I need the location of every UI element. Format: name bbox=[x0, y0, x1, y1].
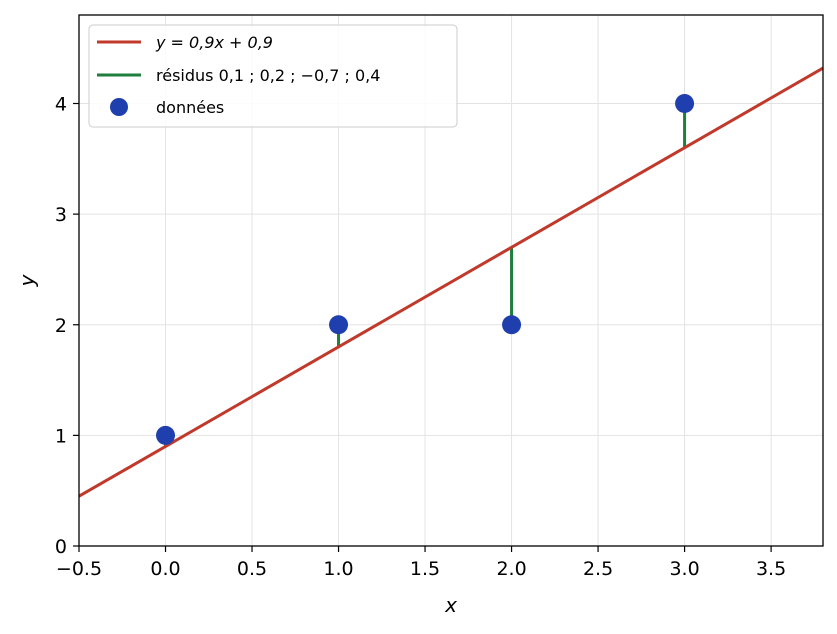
x-tick-label: 0.0 bbox=[150, 558, 180, 580]
x-tick-label: 0.5 bbox=[237, 558, 267, 580]
fit-line-layer bbox=[78, 66, 824, 498]
y-tick-label: 2 bbox=[55, 315, 67, 337]
x-tick-label: 3.5 bbox=[756, 558, 786, 580]
data-point bbox=[156, 425, 176, 445]
legend-residual-label: résidus 0,1 ; 0,2 ; −0,7 ; 0,4 bbox=[156, 66, 380, 85]
y-tick-label: 0 bbox=[55, 536, 67, 558]
y-axis-label: y bbox=[15, 273, 39, 287]
legend-box bbox=[88, 24, 458, 128]
axis-ticks: −0.5 0.0 0.5 1.0 1.5 2.0 2.5 3.0 3.5 0 1 2 3 4 bbox=[55, 94, 786, 581]
y-tick-label: 4 bbox=[55, 94, 67, 116]
legend-data-label: données bbox=[156, 98, 224, 117]
legend-fit-label: y = 0,9x + 0,9 bbox=[155, 33, 273, 52]
plot-area-frame bbox=[78, 14, 824, 547]
legend-data-marker bbox=[110, 98, 128, 116]
data-points bbox=[156, 94, 695, 445]
legend: y = 0,9x + 0,9 résidus 0,1 ; 0,2 ; −0,7 … bbox=[88, 24, 458, 128]
x-tick-label: 3.0 bbox=[669, 558, 699, 580]
x-tick-label: −0.5 bbox=[56, 558, 102, 580]
y-tick-label: 1 bbox=[55, 425, 67, 447]
x-axis-label: x bbox=[444, 593, 457, 617]
data-point bbox=[675, 94, 695, 113]
data-point bbox=[502, 315, 522, 335]
fit-line bbox=[78, 66, 824, 498]
y-tick-label: 3 bbox=[55, 204, 67, 226]
x-tick-label: 2.0 bbox=[496, 558, 526, 580]
x-tick-label: 1.0 bbox=[323, 558, 353, 580]
data-point bbox=[329, 315, 349, 335]
x-tick-label: 1.5 bbox=[410, 558, 440, 580]
x-tick-label: 2.5 bbox=[583, 558, 613, 580]
